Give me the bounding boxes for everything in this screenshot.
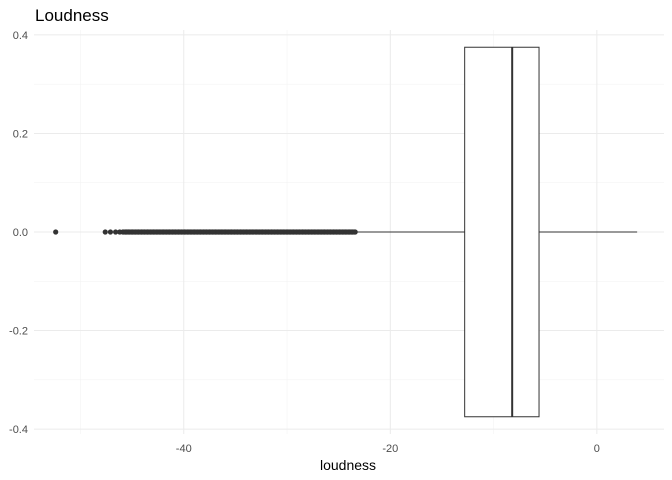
interquartile-box (464, 46, 540, 418)
y-tick-label: -0.4 (9, 424, 28, 436)
outlier-points (53, 229, 358, 235)
outlier-point (351, 229, 357, 235)
y-tick-label: -0.2 (9, 326, 28, 338)
boxplot (357, 46, 638, 418)
x-tick-label: -40 (176, 443, 192, 455)
chart-title: Loudness (35, 6, 109, 25)
outlier-point (102, 229, 108, 235)
outlier-point (107, 229, 114, 235)
outlier-point (53, 229, 59, 235)
x-axis-label: loudness (320, 457, 376, 473)
x-axis-ticks: -40 -20 0 (176, 443, 600, 455)
outlier-point (112, 229, 119, 235)
x-tick-label: 0 (594, 443, 600, 455)
x-tick-label: -20 (382, 443, 398, 455)
y-axis-ticks: 0.4 0.2 0.0 -0.2 -0.4 (9, 30, 28, 436)
y-tick-label: 0.4 (13, 30, 28, 42)
y-tick-label: 0.2 (13, 128, 28, 140)
y-tick-label: 0.0 (13, 227, 28, 239)
